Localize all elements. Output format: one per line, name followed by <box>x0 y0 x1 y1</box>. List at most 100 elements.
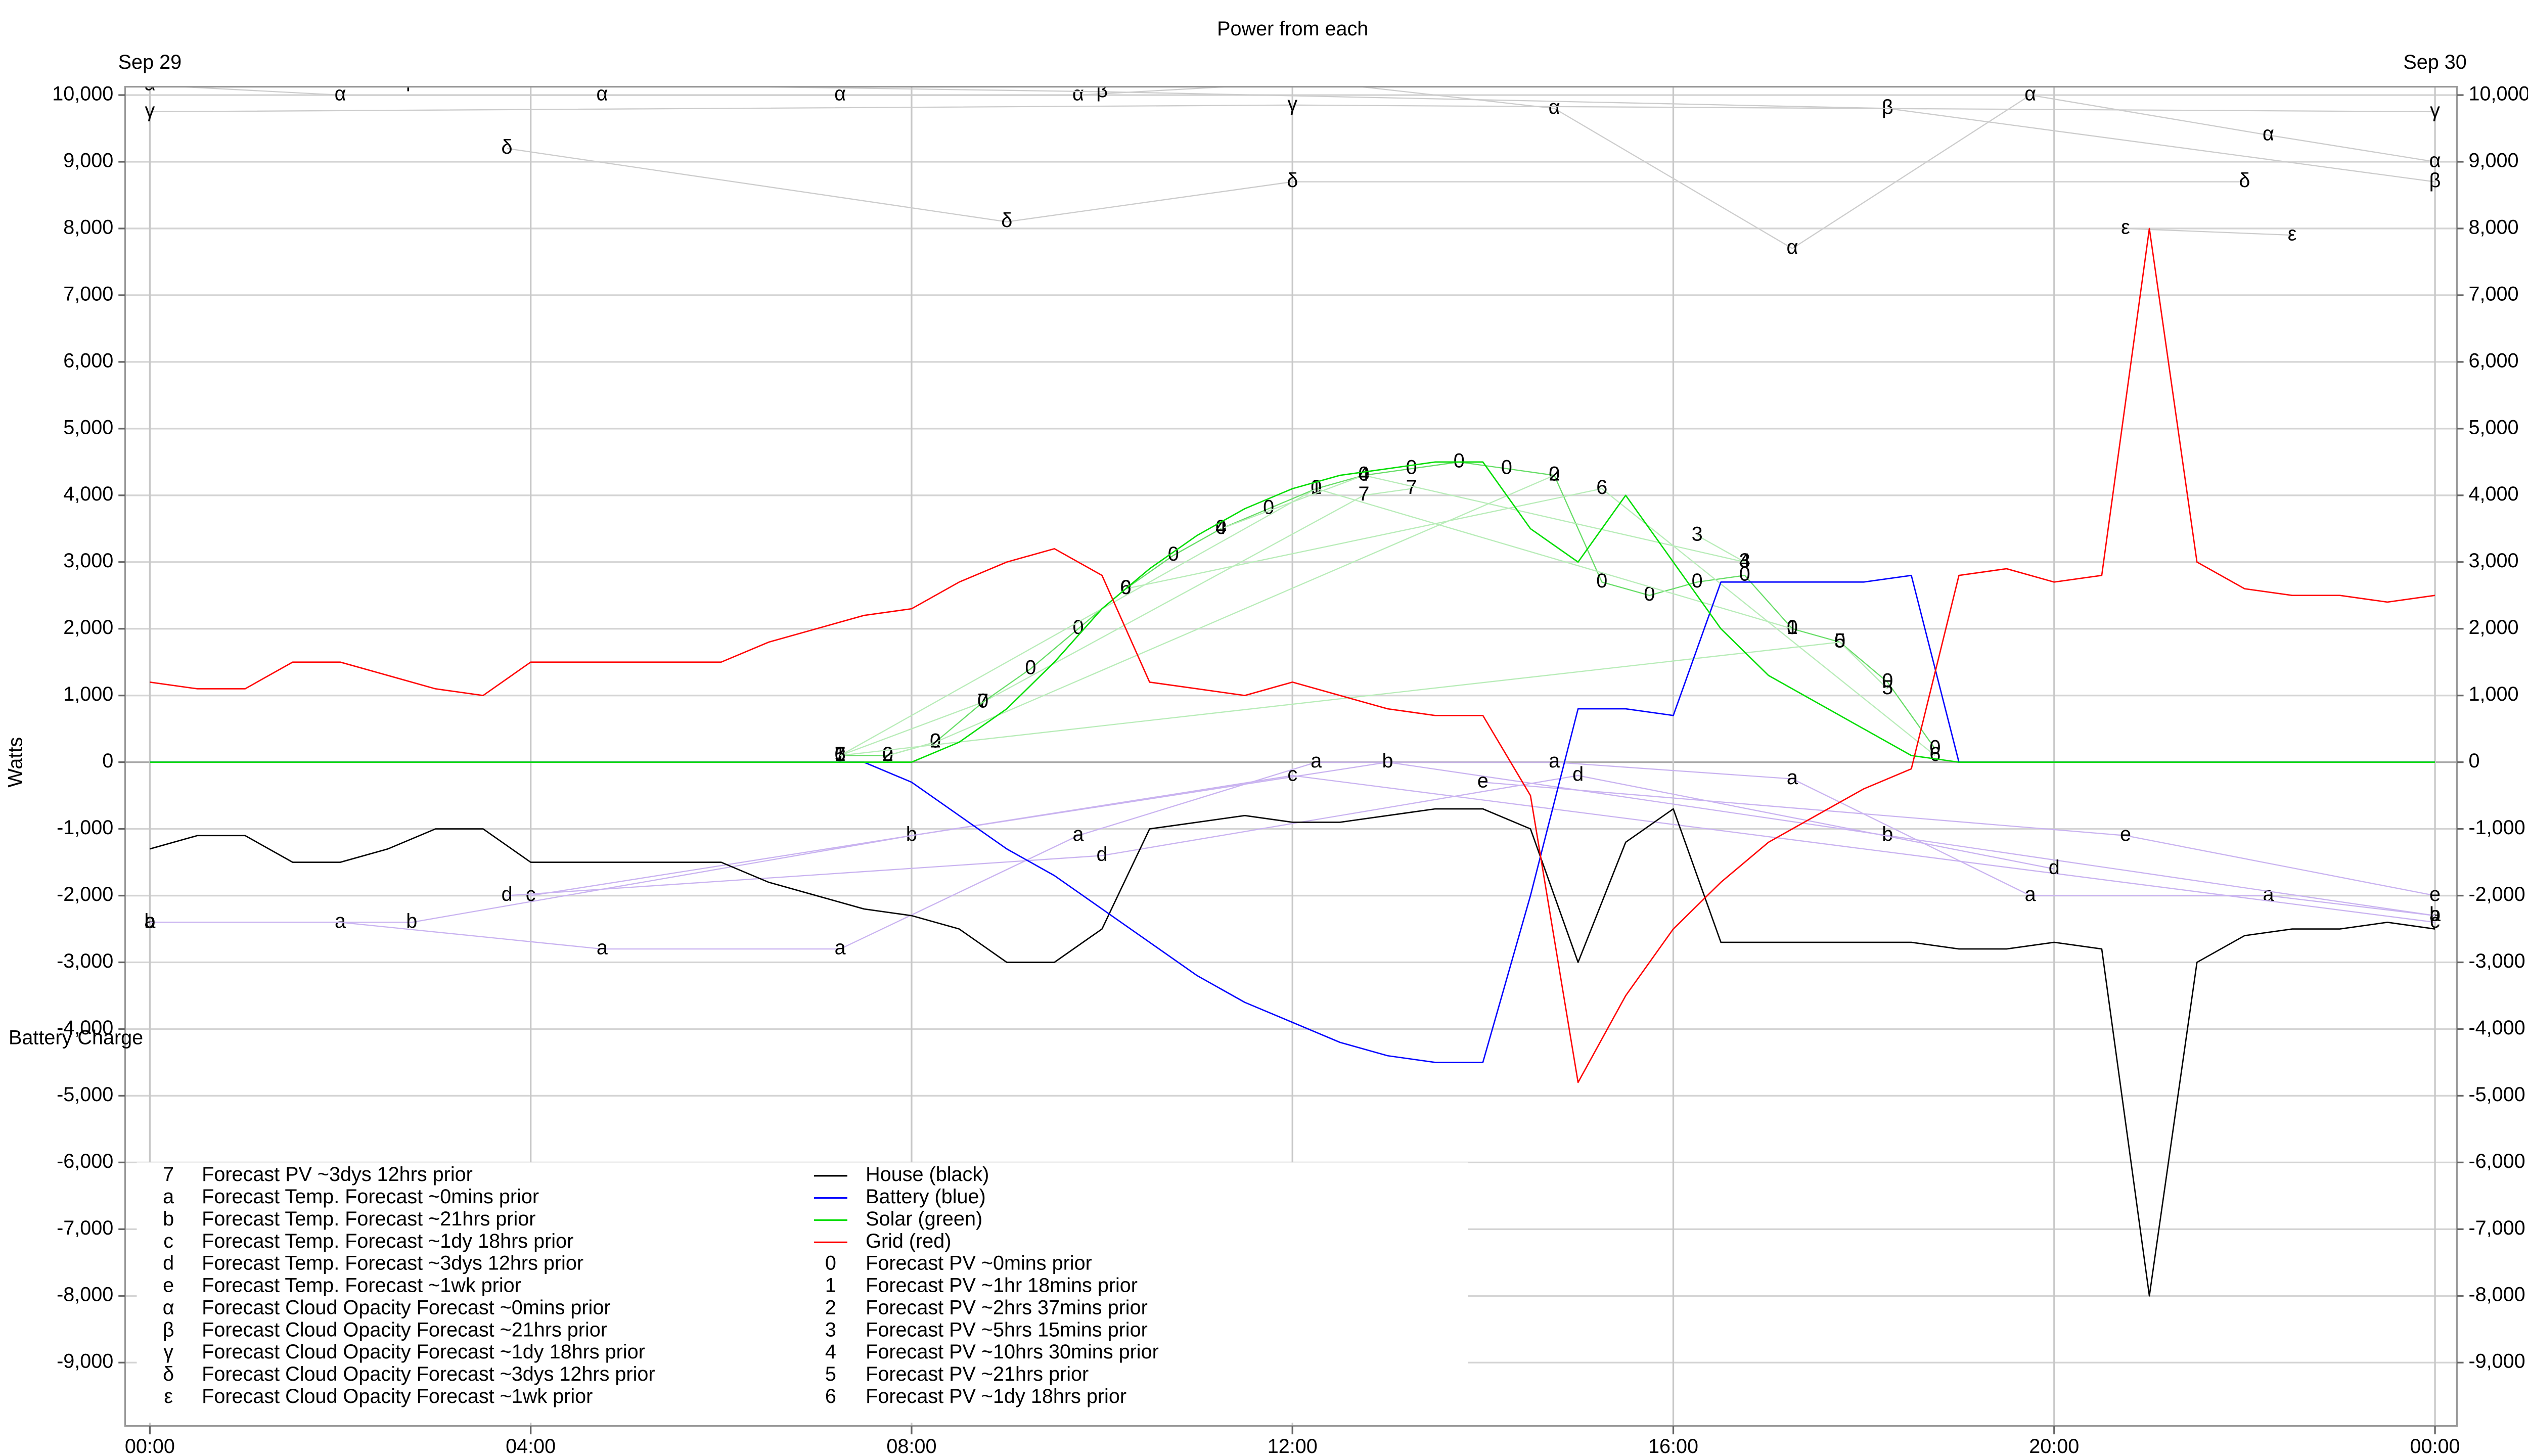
legend-label: Forecast Cloud Opacity Forecast ~0mins p… <box>202 1296 610 1318</box>
y2-tick-label: 9,000 <box>2468 149 2518 171</box>
legend-marker: 3 <box>825 1318 836 1341</box>
point-marker: 6 <box>1120 576 1132 599</box>
y-tick-label: -8,000 <box>57 1284 113 1306</box>
legend-marker: 4 <box>825 1341 836 1363</box>
legend-label: Forecast PV ~1hr 18mins prior <box>866 1275 1138 1297</box>
point-marker: a <box>1787 766 1798 789</box>
point-marker: 1 <box>835 743 846 765</box>
point-marker: ε <box>2121 216 2130 238</box>
y-tick-label: -4,000 <box>57 1017 113 1039</box>
point-marker: 2 <box>1549 463 1560 485</box>
y-tick-label: 8,000 <box>63 216 113 238</box>
point-marker: e <box>1477 770 1488 792</box>
point-marker: 0 <box>1168 543 1179 565</box>
point-marker: 0 <box>1120 576 1132 599</box>
point-marker: d <box>1097 843 1108 866</box>
point-marker: 0 <box>1549 463 1560 485</box>
point-marker: δ <box>1001 209 1012 232</box>
point-marker: 0 <box>1501 456 1512 478</box>
series-line <box>887 475 1555 756</box>
legend-label: Forecast Temp. Forecast ~1wk prior <box>202 1275 521 1297</box>
labels: -9,000 -9,000 -8,000 -8,000 -7,000 -7,000 -6,0… <box>9 51 2528 1456</box>
y2-tick-label: 3,000 <box>2468 550 2518 572</box>
point-marker: 0 <box>1644 583 1655 605</box>
legend-label: Forecast Temp. Forecast ~0mins prior <box>202 1186 539 1208</box>
y-tick-label: -6,000 <box>57 1150 113 1172</box>
legend-label: Battery (blue) <box>866 1186 986 1208</box>
point-marker: 7 <box>1358 483 1369 505</box>
point-marker: 0 <box>1215 516 1227 538</box>
series-line <box>1482 782 2435 896</box>
legend-marker: α <box>163 1296 174 1318</box>
y2-tick-label: -7,000 <box>2468 1217 2525 1239</box>
legend: 7 Forecast PV ~3dys 12hrs prior a Forecast … <box>163 1163 1159 1407</box>
point-marker: α <box>1786 236 1798 258</box>
point-marker: δ <box>1287 169 1298 192</box>
plot-frame <box>124 85 2458 1427</box>
point-marker: a <box>2429 903 2441 926</box>
series-line <box>1125 488 1936 756</box>
legend-label: Forecast Cloud Opacity Forecast ~21hrs p… <box>202 1318 607 1341</box>
legend-marker: 5 <box>825 1363 836 1385</box>
legend-marker: c <box>163 1230 173 1252</box>
x-tick-label: 00:00 <box>125 1435 175 1456</box>
point-marker: 7 <box>1406 476 1417 498</box>
point-marker: b <box>144 910 155 932</box>
y-tick-label: 9,000 <box>63 149 113 171</box>
series-line <box>840 488 1412 756</box>
y-tick-label: 1,000 <box>63 683 113 705</box>
point-marker: 4 <box>1739 550 1750 572</box>
point-marker: a <box>835 937 846 959</box>
series-line <box>150 228 2435 1083</box>
point-marker: 0 <box>1596 570 1607 592</box>
point-marker: e <box>2120 823 2131 845</box>
legend-label: Forecast Cloud Opacity Forecast ~3dys 12… <box>202 1363 655 1385</box>
series-line <box>840 461 1936 756</box>
point-marker: a <box>597 937 608 959</box>
point-marker: b <box>2429 903 2441 926</box>
point-marker: α <box>2429 149 2441 171</box>
legend-label: Forecast Temp. Forecast ~21hrs prior <box>202 1208 535 1230</box>
point-marker: 7 <box>835 743 846 765</box>
legend-label: Solar (green) <box>866 1208 982 1230</box>
point-marker: b <box>906 823 917 845</box>
legend-label: House (black) <box>866 1163 989 1186</box>
series-line <box>716 86 2435 183</box>
x-tick-label: 04:00 <box>506 1435 556 1456</box>
legend-marker: ε <box>164 1385 173 1407</box>
point-marker: α <box>834 82 846 105</box>
y2-tick-label: -4,000 <box>2468 1017 2525 1039</box>
point-marker: d <box>2049 856 2060 879</box>
point-marker: e <box>2429 883 2441 905</box>
y2-tick-label: -3,000 <box>2468 950 2525 972</box>
y-tick-label: 4,000 <box>63 483 113 505</box>
point-marker: 0 <box>1454 449 1465 472</box>
legend-marker: 6 <box>825 1385 836 1407</box>
point-marker: d <box>1572 763 1584 785</box>
series-line <box>150 761 2435 950</box>
x-tick-label: 20:00 <box>2029 1435 2079 1456</box>
legend-label: Forecast Temp. Forecast ~1dy 18hrs prior <box>202 1230 573 1252</box>
series-line <box>507 148 2245 222</box>
point-marker: 5 <box>1882 676 1893 699</box>
x-tick-label: 08:00 <box>886 1435 936 1456</box>
point-marker: 2 <box>930 730 941 752</box>
series-line <box>840 641 1888 756</box>
y-tick-label: 2,000 <box>63 616 113 639</box>
x-tick-label: 00:00 <box>2410 1435 2460 1456</box>
point-marker: a <box>1072 823 1084 845</box>
point-marker: α <box>2024 82 2036 105</box>
point-marker: 4 <box>1358 463 1369 485</box>
y-tick-label: 5,000 <box>63 416 113 438</box>
point-marker: 3 <box>1692 523 1703 545</box>
legend-marker: 1 <box>825 1275 836 1297</box>
x-tick-label: 16:00 <box>1648 1435 1698 1456</box>
series-line <box>507 775 2055 896</box>
y-tick-label: -3,000 <box>57 950 113 972</box>
x-tick-label: 12:00 <box>1268 1435 1318 1456</box>
series-line <box>530 775 2435 923</box>
point-marker: α <box>144 73 156 95</box>
y2-tick-label: 6,000 <box>2468 349 2518 372</box>
series-line <box>150 104 2435 113</box>
